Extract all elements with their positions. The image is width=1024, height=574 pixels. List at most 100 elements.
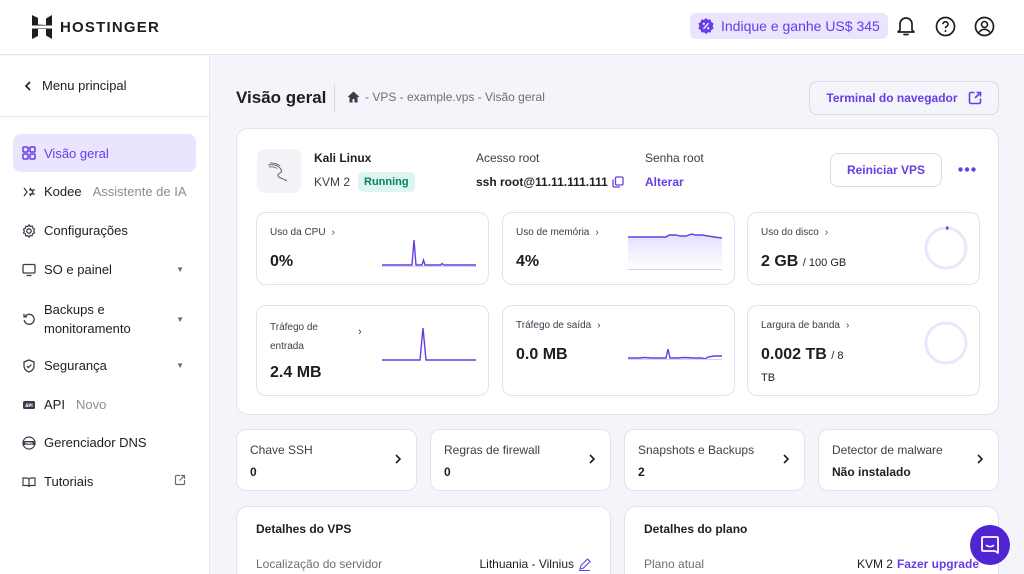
copy-icon[interactable] [612,176,624,188]
grid-icon [22,146,36,160]
browser-terminal-button[interactable]: Terminal do navegador [809,81,999,115]
sidebar-item-backups-monitoring[interactable]: Backups e monitoramento ▼ [13,299,196,339]
svg-text:DNS: DNS [25,441,33,445]
sidebar-item-label: Kodee [44,184,82,199]
sidebar-item-settings[interactable]: Configurações [13,223,196,238]
hostinger-logo[interactable]: HOSTINGER [32,15,160,39]
disk-value: 2 GB / 100 GB [761,253,846,271]
more-options-button[interactable] [955,159,979,179]
plan-name: KVM 2 [314,175,351,189]
server-location-text: Lithuania - Vilnius [479,557,574,571]
book-icon [22,475,36,489]
chevron-right-icon [783,454,790,464]
memory-usage-card[interactable]: Uso de memória › 4% [502,212,735,285]
sidebar-item-label: Gerenciador DNS [44,435,147,450]
malware-scanner-tile[interactable]: Detector de malware Não instalado [818,429,999,491]
inbound-label-line1: Tráfego de [270,322,318,333]
tile-label: Detector de malware [832,443,943,457]
shield-icon [22,358,36,373]
sidebar-item-label: Backups e [44,302,105,317]
bandwidth-label-text: Largura de banda [761,320,840,331]
chevron-right-icon: › [595,227,599,238]
account-button[interactable] [973,15,995,37]
sidebar-item-label: Configurações [44,223,128,238]
referral-label: Indique e ganhe US$ 345 [721,18,880,34]
account-icon [974,16,994,36]
memory-value: 4% [516,253,540,270]
top-bar: HOSTINGER Indique e ganhe US$ 345 [0,0,1024,55]
breadcrumb: - VPS - example.vps - Visão geral [347,90,545,104]
current-plan-label: Plano atual [644,557,705,571]
tile-label: Snapshots e Backups [638,443,755,457]
kali-linux-icon [257,149,301,193]
back-label: Menu principal [42,78,127,93]
vps-details-card: Detalhes do VPS Localização do servidor … [236,506,611,574]
discount-badge-icon [698,18,714,34]
hostinger-logo-icon [32,15,52,39]
current-plan-text: KVM 2 [856,557,893,571]
sidebar-item-tutorials[interactable]: Tutoriais [13,474,196,489]
brand-name: HOSTINGER [60,18,160,36]
caret-down-icon: ▼ [176,361,184,370]
inbound-label-line2: entrada [270,341,304,352]
disk-usage-card[interactable]: Uso do disco › 2 GB / 100 GB [747,212,980,285]
outbound-label: Tráfego de saída › [516,320,601,331]
sidebar-item-label: Tutoriais [44,474,94,489]
memory-label: Uso de memória › [516,227,599,238]
sidebar-item-api[interactable]: API API Novo [13,397,196,412]
inbound-traffic-card[interactable]: Tráfego de entrada › 2.4 MB [256,305,489,396]
outbound-label-text: Tráfego de saída [516,320,592,331]
chevron-right-icon [977,454,984,464]
root-password-label: Senha root [645,151,704,165]
external-link-icon [174,474,186,489]
bandwidth-value: 0.002 TB / 8 [761,346,844,364]
bandwidth-card[interactable]: Largura de banda › 0.002 TB / 8 TB [747,305,980,396]
restart-vps-button[interactable]: Reiniciar VPS [830,153,942,187]
sidebar-item-kodee[interactable]: Kodee Assistente de IA [13,184,196,199]
help-button[interactable] [934,15,956,37]
breadcrumb-path[interactable]: - VPS - example.vps - Visão geral [365,90,545,104]
chevron-right-icon [589,454,596,464]
ssh-keys-tile[interactable]: Chave SSH 0 [236,429,417,491]
cpu-label-text: Uso da CPU [270,227,326,238]
tile-label: Chave SSH [250,443,313,457]
outbound-traffic-card[interactable]: Tráfego de saída › 0.0 MB [502,305,735,396]
server-location-label: Localização do servidor [256,557,383,571]
new-badge: Novo [75,397,107,412]
monitor-icon [22,263,36,277]
chevron-right-icon: › [824,227,829,238]
live-chat-button[interactable] [970,525,1010,565]
notifications-button[interactable] [895,15,917,37]
sidebar: Menu principal Visão geral Kodee Assiste… [0,56,210,574]
sidebar-item-label-line2: monitoramento [44,321,131,336]
chevron-left-icon [24,80,31,91]
current-plan-value: KVM 2 Fazer upgrade [857,557,979,571]
home-icon[interactable] [347,91,360,103]
referral-button[interactable]: Indique e ganhe US$ 345 [690,13,888,39]
bandwidth-usage-ring [924,321,968,365]
sidebar-item-dns-manager[interactable]: DNS Gerenciador DNS [13,435,196,450]
cpu-usage-card[interactable]: Uso da CPU › 0% [256,212,489,285]
upgrade-link[interactable]: Fazer upgrade [896,557,979,571]
sidebar-item-security[interactable]: Segurança ▼ [13,358,196,373]
gear-icon [22,223,36,238]
memory-label-text: Uso de memória [516,227,590,238]
firewall-rules-tile[interactable]: Regras de firewall 0 [430,429,611,491]
inbound-sparkline [382,327,476,361]
ssh-command: ssh root@11.11.111.111 [476,175,624,189]
edit-pencil-icon[interactable] [578,557,591,571]
disk-label-text: Uso do disco [761,227,819,238]
inbound-label: Tráfego de entrada [270,318,318,356]
inbound-value: 2.4 MB [270,364,322,381]
terminal-button-label: Terminal do navegador [826,91,958,105]
change-password-link[interactable]: Alterar [645,175,684,189]
back-to-main-menu[interactable]: Menu principal [24,78,127,93]
sidebar-item-os-panel[interactable]: SO e painel ▼ [13,262,196,277]
snapshots-backups-tile[interactable]: Snapshots e Backups 2 [624,429,805,491]
more-horizontal-icon [958,166,976,172]
chevron-right-icon: › [597,320,601,331]
cpu-sparkline [382,239,476,267]
bandwidth-total-unit: TB [761,372,776,384]
sidebar-item-overview[interactable]: Visão geral [13,134,196,172]
disk-label: Uso do disco › [761,227,828,238]
